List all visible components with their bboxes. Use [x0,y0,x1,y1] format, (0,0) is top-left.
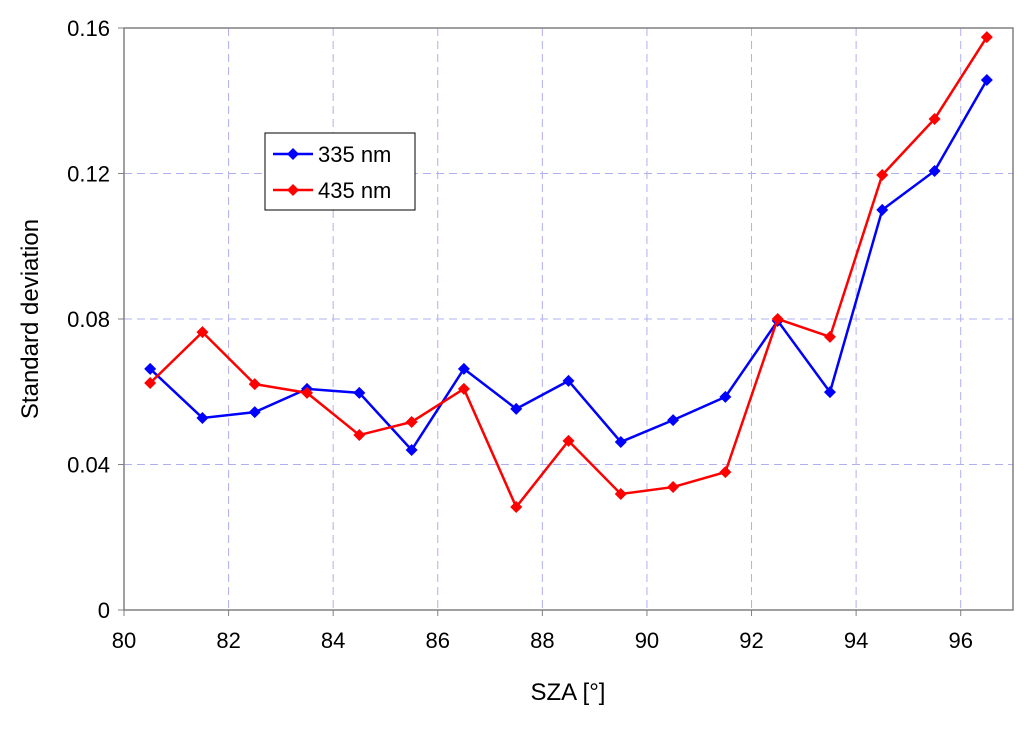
data-point [510,402,523,415]
data-point [614,487,627,500]
data-point [248,406,261,419]
x-tick-label: 96 [948,628,972,653]
legend-marker [287,148,299,160]
x-tick-label: 86 [426,628,450,653]
y-tick-label: 0 [98,598,110,623]
data-point [405,443,418,456]
legend-label: 435 nm [318,178,391,203]
data-point [667,414,680,427]
data-point [562,434,575,447]
data-point [144,362,157,375]
legend-label: 335 nm [318,142,391,167]
data-point [144,377,157,390]
data-point [928,112,941,125]
axis-ticks: 80 82 84 86 88 90 92 94 96 0 0.04 0.08 0.12 0.16 [67,16,973,653]
x-axis-label: SZA [°] [531,679,606,706]
data-point [980,74,993,87]
data-point [457,382,470,395]
legend-box [264,132,416,211]
y-tick-label: 0.12 [67,162,110,187]
x-tick-label: 82 [216,628,240,653]
y-axis-label: Standard deviation [17,219,44,419]
data-point [301,386,314,399]
data-point [196,411,209,424]
legend-marker [287,184,299,196]
data-point [248,378,261,391]
data-point [980,31,993,44]
data-point [876,168,889,181]
data-point [823,330,836,343]
legend: 335 nm 435 nm [264,132,416,211]
data-point [196,326,209,339]
data-point [562,374,575,387]
x-tick-label: 88 [530,628,554,653]
data-point [719,390,732,403]
data-point [719,466,732,479]
y-tick-label: 0.16 [67,16,110,41]
x-tick-label: 84 [321,628,345,653]
y-tick-label: 0.08 [67,307,110,332]
data-point [823,386,836,399]
data-point [405,415,418,428]
y-tick-label: 0.04 [67,453,110,478]
x-tick-label: 80 [112,628,136,653]
data-point [876,203,889,216]
data-point [353,429,366,442]
x-tick-label: 90 [635,628,659,653]
data-point [457,362,470,375]
series-group [144,31,993,514]
data-point [510,501,523,514]
data-point [353,386,366,399]
x-tick-label: 92 [739,628,763,653]
data-point [667,481,680,494]
grid [124,28,1013,610]
data-point [771,313,784,325]
data-point [928,164,941,177]
x-tick-label: 94 [844,628,868,653]
data-point [614,435,627,448]
